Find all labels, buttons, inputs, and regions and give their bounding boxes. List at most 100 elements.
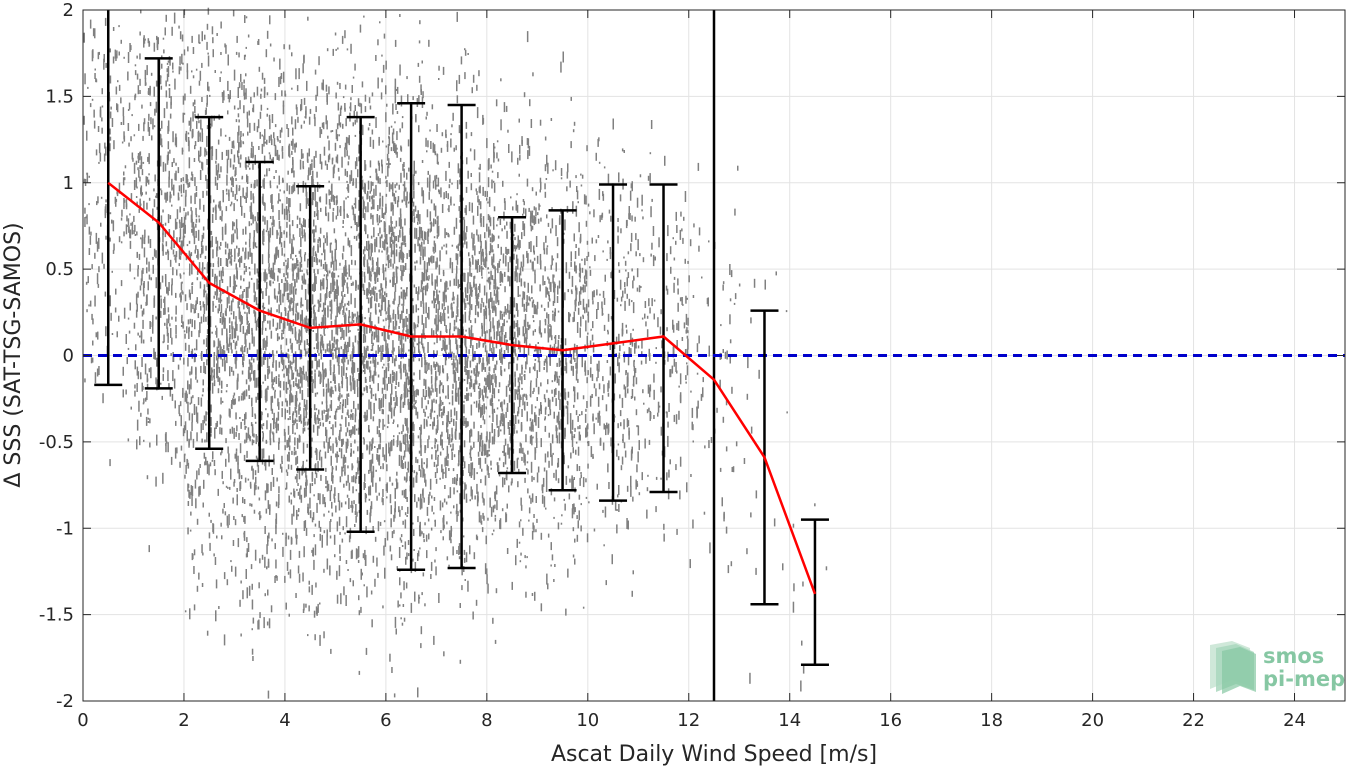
scatter-point xyxy=(424,363,426,373)
scatter-point xyxy=(471,286,473,297)
scatter-point xyxy=(217,204,220,208)
scatter-point xyxy=(373,360,376,367)
scatter-point xyxy=(338,355,340,364)
scatter-point xyxy=(395,628,397,635)
scatter-point xyxy=(190,485,193,496)
scatter-point xyxy=(285,381,288,393)
scatter-point xyxy=(367,234,369,239)
scatter-point xyxy=(365,526,367,535)
scatter-point xyxy=(120,280,123,287)
scatter-point xyxy=(202,190,204,198)
scatter-point xyxy=(379,521,382,526)
scatter-point xyxy=(166,318,168,325)
scatter-point xyxy=(287,374,290,385)
scatter-point xyxy=(148,173,150,176)
scatter-point xyxy=(184,214,187,220)
scatter-point xyxy=(384,267,387,272)
scatter-point xyxy=(187,501,190,506)
scatter-point xyxy=(412,522,414,525)
scatter-point xyxy=(290,344,292,350)
scatter-point xyxy=(123,131,125,140)
scatter-point xyxy=(344,30,346,39)
scatter-point xyxy=(199,132,201,142)
scatter-point xyxy=(453,326,456,332)
scatter-point xyxy=(338,347,340,359)
scatter-point xyxy=(395,371,398,381)
scatter-point xyxy=(300,256,303,263)
scatter-point xyxy=(421,241,423,247)
scatter-point xyxy=(292,411,295,416)
scatter-point xyxy=(162,232,164,243)
scatter-point xyxy=(403,181,406,193)
scatter-point xyxy=(185,189,187,197)
scatter-point xyxy=(420,424,422,435)
scatter-point xyxy=(220,452,222,456)
scatter-point xyxy=(250,223,253,226)
scatter-point xyxy=(216,182,218,188)
scatter-point xyxy=(298,250,301,254)
scatter-point xyxy=(153,348,155,360)
scatter-point xyxy=(249,167,251,170)
scatter-point xyxy=(420,227,423,239)
scatter-point xyxy=(349,578,352,583)
scatter-point xyxy=(220,270,223,281)
scatter-point xyxy=(371,267,373,272)
scatter-point xyxy=(217,261,219,265)
scatter-point xyxy=(357,328,359,331)
scatter-point xyxy=(352,413,354,420)
scatter-point xyxy=(317,417,319,424)
scatter-point xyxy=(245,426,247,429)
scatter-point xyxy=(224,134,227,137)
scatter-point xyxy=(287,535,290,540)
scatter-point xyxy=(443,309,445,314)
scatter-point xyxy=(348,498,350,509)
scatter-point xyxy=(402,343,405,353)
scatter-point xyxy=(241,350,244,355)
scatter-point xyxy=(433,461,436,467)
scatter-point xyxy=(377,257,379,269)
scatter-point xyxy=(387,261,390,269)
scatter-point xyxy=(250,202,253,214)
scatter-point xyxy=(363,438,365,445)
scatter-point xyxy=(159,282,161,288)
scatter-point xyxy=(445,294,447,298)
scatter-point xyxy=(434,382,437,392)
scatter-point xyxy=(238,299,240,306)
scatter-point xyxy=(322,343,325,351)
scatter-point xyxy=(168,383,170,390)
scatter-point xyxy=(394,363,396,367)
scatter-point xyxy=(246,537,248,543)
scatter-point xyxy=(252,656,254,661)
scatter-point xyxy=(336,123,339,130)
scatter-point xyxy=(270,307,272,317)
scatter-point xyxy=(98,266,100,273)
scatter-point xyxy=(287,425,290,435)
scatter-point xyxy=(366,193,368,200)
scatter-point xyxy=(302,442,305,454)
scatter-point xyxy=(389,447,391,457)
scatter-point xyxy=(434,279,436,289)
scatter-point xyxy=(248,395,251,399)
scatter-point xyxy=(97,126,100,132)
scatter-point xyxy=(377,233,380,237)
scatter-point xyxy=(394,226,396,229)
scatter-point xyxy=(316,171,318,178)
scatter-point xyxy=(332,390,334,395)
scatter-point xyxy=(253,336,255,347)
scatter-point xyxy=(432,330,435,338)
scatter-point xyxy=(233,203,235,212)
scatter-point xyxy=(322,422,324,427)
scatter-point xyxy=(471,202,473,213)
scatter-point xyxy=(330,348,333,356)
scatter-point xyxy=(193,356,196,363)
scatter-point xyxy=(325,400,328,409)
scatter-point xyxy=(399,249,402,259)
scatter-point xyxy=(413,424,415,432)
scatter-point xyxy=(393,693,396,698)
scatter-point xyxy=(226,336,228,340)
scatter-point xyxy=(273,132,275,139)
scatter-point xyxy=(413,179,415,191)
scatter-point xyxy=(217,388,220,394)
scatter-point xyxy=(183,216,186,228)
scatter-point xyxy=(315,472,318,478)
